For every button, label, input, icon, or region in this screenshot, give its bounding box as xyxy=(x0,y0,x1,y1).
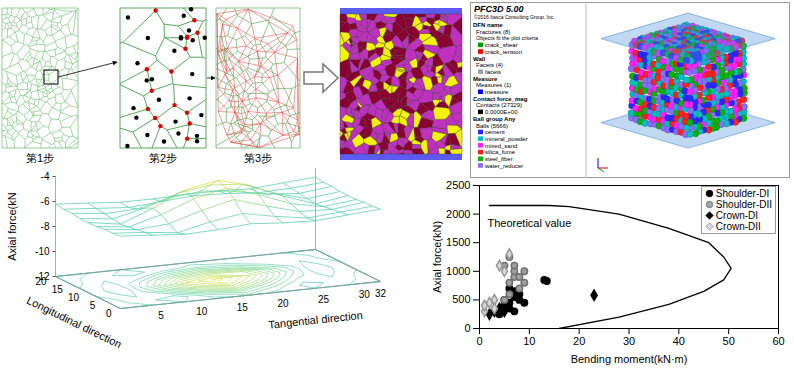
svg-text:40: 40 xyxy=(673,335,685,347)
svg-text:Measure: Measure xyxy=(473,76,498,82)
svg-text:mixed_sand: mixed_sand xyxy=(485,143,517,149)
svg-text:Longitudinal direction: Longitudinal direction xyxy=(25,294,124,350)
svg-text:32: 32 xyxy=(375,288,387,299)
svg-text:Theoretical value: Theoretical value xyxy=(488,217,572,229)
svg-text:30: 30 xyxy=(359,289,371,300)
svg-text:DFN name: DFN name xyxy=(473,22,503,28)
svg-text:measure: measure xyxy=(485,89,509,95)
svg-text:10: 10 xyxy=(196,306,208,317)
svg-text:-8: -8 xyxy=(41,221,50,232)
svg-text:2500: 2500 xyxy=(446,179,470,191)
svg-text:Tangential direction: Tangential direction xyxy=(268,309,364,331)
svg-text:Contacts (27329): Contacts (27329) xyxy=(476,102,522,108)
svg-text:Fractures (8): Fractures (8) xyxy=(476,29,510,35)
svg-text:60: 60 xyxy=(772,335,784,347)
svg-text:-4: -4 xyxy=(41,171,50,182)
svg-text:water_reducer: water_reducer xyxy=(484,163,523,169)
svg-text:Wall: Wall xyxy=(473,56,485,62)
svg-text:Balls (5666): Balls (5666) xyxy=(476,123,508,129)
svg-text:silica_fume: silica_fume xyxy=(485,149,516,155)
svg-text:©2016 Itasca Consulting Group,: ©2016 Itasca Consulting Group, Inc. xyxy=(474,14,555,20)
svg-text:0: 0 xyxy=(476,335,482,347)
svg-text:Bending moment(kN·m): Bending moment(kN·m) xyxy=(571,353,688,365)
svg-text:第3步: 第3步 xyxy=(244,152,272,164)
svg-text:Contact force_mag: Contact force_mag xyxy=(473,96,528,102)
svg-text:30: 30 xyxy=(623,335,635,347)
svg-text:10: 10 xyxy=(68,292,80,303)
svg-text:第2步: 第2步 xyxy=(149,152,177,164)
svg-text:Axial force(kN): Axial force(kN) xyxy=(431,221,443,293)
svg-text:15: 15 xyxy=(52,284,64,295)
svg-text:500: 500 xyxy=(452,293,470,305)
svg-text:20: 20 xyxy=(573,335,585,347)
html-text:Shoulder-DII: Shoulder-DII xyxy=(715,199,772,210)
svg-text:mineral_powder: mineral_powder xyxy=(485,136,528,142)
svg-text:Ball group Any: Ball group Any xyxy=(473,116,516,122)
svg-text:2000: 2000 xyxy=(446,208,470,220)
svg-text:20: 20 xyxy=(35,276,47,287)
svg-text:25: 25 xyxy=(318,294,330,305)
svg-text:0.0000E+00: 0.0000E+00 xyxy=(485,109,518,115)
svg-text:Measures (1): Measures (1) xyxy=(476,82,511,88)
svg-text:-6: -6 xyxy=(41,196,50,207)
html-text:Crown-DI: Crown-DI xyxy=(715,210,759,221)
svg-text:steel_fiber: steel_fiber xyxy=(485,156,513,162)
svg-text:0: 0 xyxy=(464,322,470,334)
svg-text:1500: 1500 xyxy=(446,236,470,248)
svg-text:-10: -10 xyxy=(35,246,50,257)
svg-text:Facets (4): Facets (4) xyxy=(476,62,503,68)
svg-text:第1步: 第1步 xyxy=(26,152,54,164)
svg-text:Axial force(kN: Axial force(kN xyxy=(6,192,18,261)
svg-text:5: 5 xyxy=(158,310,164,321)
svg-text:crack_shear: crack_shear xyxy=(485,42,518,48)
svg-text:PFC3D 5.00: PFC3D 5.00 xyxy=(474,4,524,14)
svg-text:crack_tension: crack_tension xyxy=(485,49,522,55)
html-text:Crown-DII: Crown-DII xyxy=(715,221,761,232)
html-text:Shoulder-DI: Shoulder-DI xyxy=(715,188,770,199)
svg-text:cement: cement xyxy=(485,129,505,135)
svg-text:50: 50 xyxy=(723,335,735,347)
svg-text:1000: 1000 xyxy=(446,265,470,277)
svg-text:facets: facets xyxy=(485,69,501,75)
svg-text:5: 5 xyxy=(90,300,96,311)
svg-text:20: 20 xyxy=(277,298,289,309)
svg-text:0: 0 xyxy=(106,308,112,319)
svg-text:15: 15 xyxy=(237,302,249,313)
svg-text:10: 10 xyxy=(523,335,535,347)
svg-text:Objects fit the plot criteria: Objects fit the plot criteria xyxy=(476,35,539,41)
